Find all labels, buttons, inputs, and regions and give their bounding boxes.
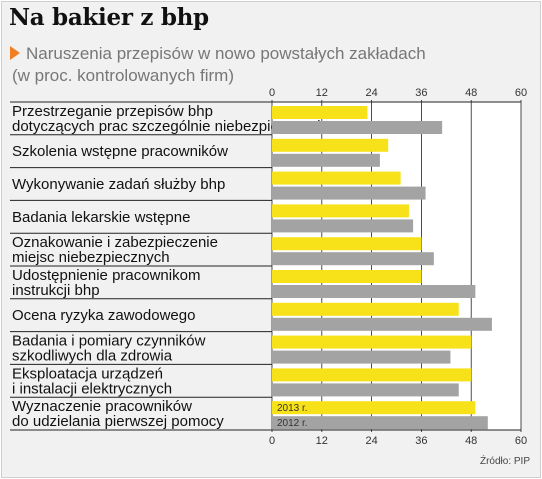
x-tick-label-bottom: 60 — [515, 435, 527, 447]
category-label: Badania lekarskie wstępne — [12, 209, 190, 226]
bar-2013 — [272, 106, 368, 119]
bar-2012 — [272, 219, 414, 233]
category-label: Badania i pomiary czynników — [12, 333, 206, 350]
category-label: szkodliwych dla zdrowia — [12, 348, 173, 365]
legend-2013: 2013 r. — [277, 403, 308, 414]
x-tick-label-bottom: 12 — [316, 435, 328, 447]
source-note: Źródło: PIP — [479, 456, 530, 467]
bar-2012 — [272, 416, 488, 430]
x-tick-label-top: 48 — [465, 87, 477, 99]
x-tick-label-top: 60 — [515, 87, 527, 99]
category-label: Szkolenia wstępne pracowników — [12, 143, 228, 160]
unit-note: (w proc. kontrolowanych firm) — [12, 66, 235, 85]
bar-2012 — [272, 121, 443, 134]
x-tick-label-top: 0 — [269, 87, 275, 99]
bar-2013 — [272, 171, 401, 185]
x-tick-label-bottom: 48 — [465, 435, 477, 447]
bar-2013 — [272, 237, 422, 251]
chart-subtitle: Naruszenia przepisów w nowo powstałych z… — [10, 44, 426, 64]
bar-2013 — [272, 204, 409, 218]
x-tick-label-top: 24 — [365, 87, 377, 99]
bar-2012 — [272, 186, 426, 200]
category-label: Ocena ryzyka zawodowego — [12, 307, 195, 324]
bar-2013 — [272, 302, 459, 316]
legend-2012: 2012 r. — [277, 418, 308, 429]
category-label: Wyznaczenie pracowników — [12, 398, 192, 415]
category-label: Oznakowanie i zabezpieczenie — [12, 234, 218, 251]
bar-2013 — [272, 335, 472, 349]
bar-2013 — [272, 138, 389, 152]
category-label: do udzielania pierwszej pomocy — [12, 413, 224, 430]
category-label: Udostępnienie pracownikom — [12, 267, 200, 284]
bar-2012 — [272, 252, 434, 266]
bar-2012 — [272, 153, 380, 167]
category-label: instrukcji bhp — [12, 282, 100, 299]
x-tick-label-bottom: 36 — [415, 435, 427, 447]
category-label: miejsc niebezpiecznych — [12, 249, 170, 266]
x-tick-label-bottom: 0 — [269, 435, 275, 447]
category-label: Wykonywanie zadań służby bhp — [12, 176, 225, 193]
bar-2012 — [272, 383, 459, 397]
chart-title: Na bakier z bhp — [9, 4, 209, 31]
category-label: dotyczących prac szczególnie niebezpiecz… — [12, 118, 326, 135]
bar-2013 — [272, 368, 472, 382]
bar-2013 — [272, 401, 476, 415]
x-tick-label-bottom: 24 — [365, 435, 377, 447]
category-label: Eksploatacja urządzeń — [12, 365, 163, 382]
x-tick-label-top: 36 — [415, 87, 427, 99]
category-label: i instalacji elektrycznych — [12, 380, 172, 397]
arrow-icon — [10, 46, 20, 60]
bar-2012 — [272, 350, 451, 364]
category-label: Przestrzeganie przepisów bhp — [12, 103, 213, 120]
bar-2012 — [272, 285, 476, 298]
subtitle-text: Naruszenia przepisów w nowo powstałych z… — [26, 44, 426, 63]
bar-2013 — [272, 270, 422, 283]
x-tick-label-top: 12 — [316, 87, 328, 99]
bar-2012 — [272, 317, 492, 331]
